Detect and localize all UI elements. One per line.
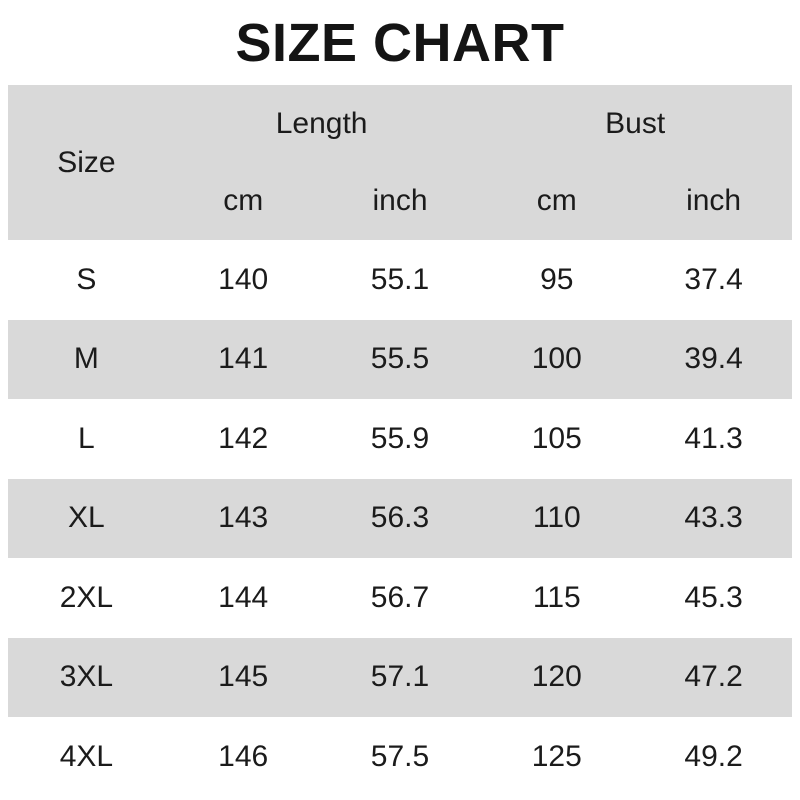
cell-length-inch: 55.9 <box>370 421 430 455</box>
cell-bust-cm: 110 <box>532 501 581 535</box>
cell-bust-cm: 115 <box>532 580 581 614</box>
unit-header-length-inch: inch <box>372 184 428 218</box>
cell-size: 3XL <box>59 660 114 694</box>
table-header: Size Length Bust cm inch cm inch <box>8 85 792 240</box>
cell-bust-cm: 105 <box>531 421 582 455</box>
cell-length-cm: 142 <box>218 421 269 455</box>
cell-length-cm: 144 <box>218 580 269 614</box>
cell-bust-cm: 120 <box>531 660 582 694</box>
column-header-size: Size <box>57 145 116 179</box>
size-chart-table: Size Length Bust cm inch cm inch S 140 5… <box>8 85 792 797</box>
cell-length-cm: 140 <box>218 262 269 296</box>
cell-length-cm: 146 <box>218 739 269 773</box>
table-row-l: L 142 55.9 105 41.3 <box>8 399 792 479</box>
column-group-length: Length <box>275 106 368 140</box>
cell-size: 2XL <box>59 580 114 614</box>
cell-size: 4XL <box>59 739 114 773</box>
cell-length-inch: 56.7 <box>370 580 430 614</box>
cell-size: XL <box>68 501 105 535</box>
table-row-m: M 141 55.5 100 39.4 <box>8 319 792 399</box>
cell-length-cm: 141 <box>218 342 269 376</box>
table-row-4xl: 4XL 146 57.5 125 49.2 <box>8 717 792 797</box>
cell-bust-inch: 39.4 <box>684 342 743 376</box>
table-row-3xl: 3XL 145 57.1 120 47.2 <box>8 637 792 717</box>
table-body: S 140 55.1 95 37.4 M 141 55.5 100 39.4 L… <box>8 240 792 797</box>
cell-length-inch: 57.1 <box>370 660 430 694</box>
cell-bust-inch: 47.2 <box>684 660 743 694</box>
cell-bust-cm: 125 <box>531 739 582 773</box>
unit-header-bust-inch: inch <box>686 184 742 218</box>
cell-length-inch: 56.3 <box>370 501 430 535</box>
cell-bust-inch: 41.3 <box>684 421 743 455</box>
table-row-2xl: 2XL 144 56.7 115 45.3 <box>8 558 792 638</box>
cell-bust-inch: 37.4 <box>684 262 743 296</box>
cell-length-inch: 55.5 <box>370 342 430 376</box>
table-row-s: S 140 55.1 95 37.4 <box>8 240 792 320</box>
page-title: SIZE CHART <box>235 12 565 73</box>
cell-bust-inch: 45.3 <box>684 580 743 614</box>
column-group-bust: Bust <box>605 106 666 140</box>
cell-length-inch: 57.5 <box>370 739 430 773</box>
cell-bust-inch: 43.3 <box>684 501 743 535</box>
unit-header-length-cm: cm <box>223 184 264 218</box>
cell-length-cm: 143 <box>218 501 269 535</box>
unit-header-bust-cm: cm <box>536 184 577 218</box>
table-row-xl: XL 143 56.3 110 43.3 <box>8 478 792 558</box>
cell-size: L <box>78 421 95 455</box>
cell-bust-cm: 100 <box>531 342 582 376</box>
cell-length-cm: 145 <box>218 660 269 694</box>
cell-size: M <box>73 342 99 376</box>
cell-bust-cm: 95 <box>540 262 574 296</box>
cell-size: S <box>76 262 97 296</box>
cell-bust-inch: 49.2 <box>684 739 743 773</box>
cell-length-inch: 55.1 <box>370 262 430 296</box>
